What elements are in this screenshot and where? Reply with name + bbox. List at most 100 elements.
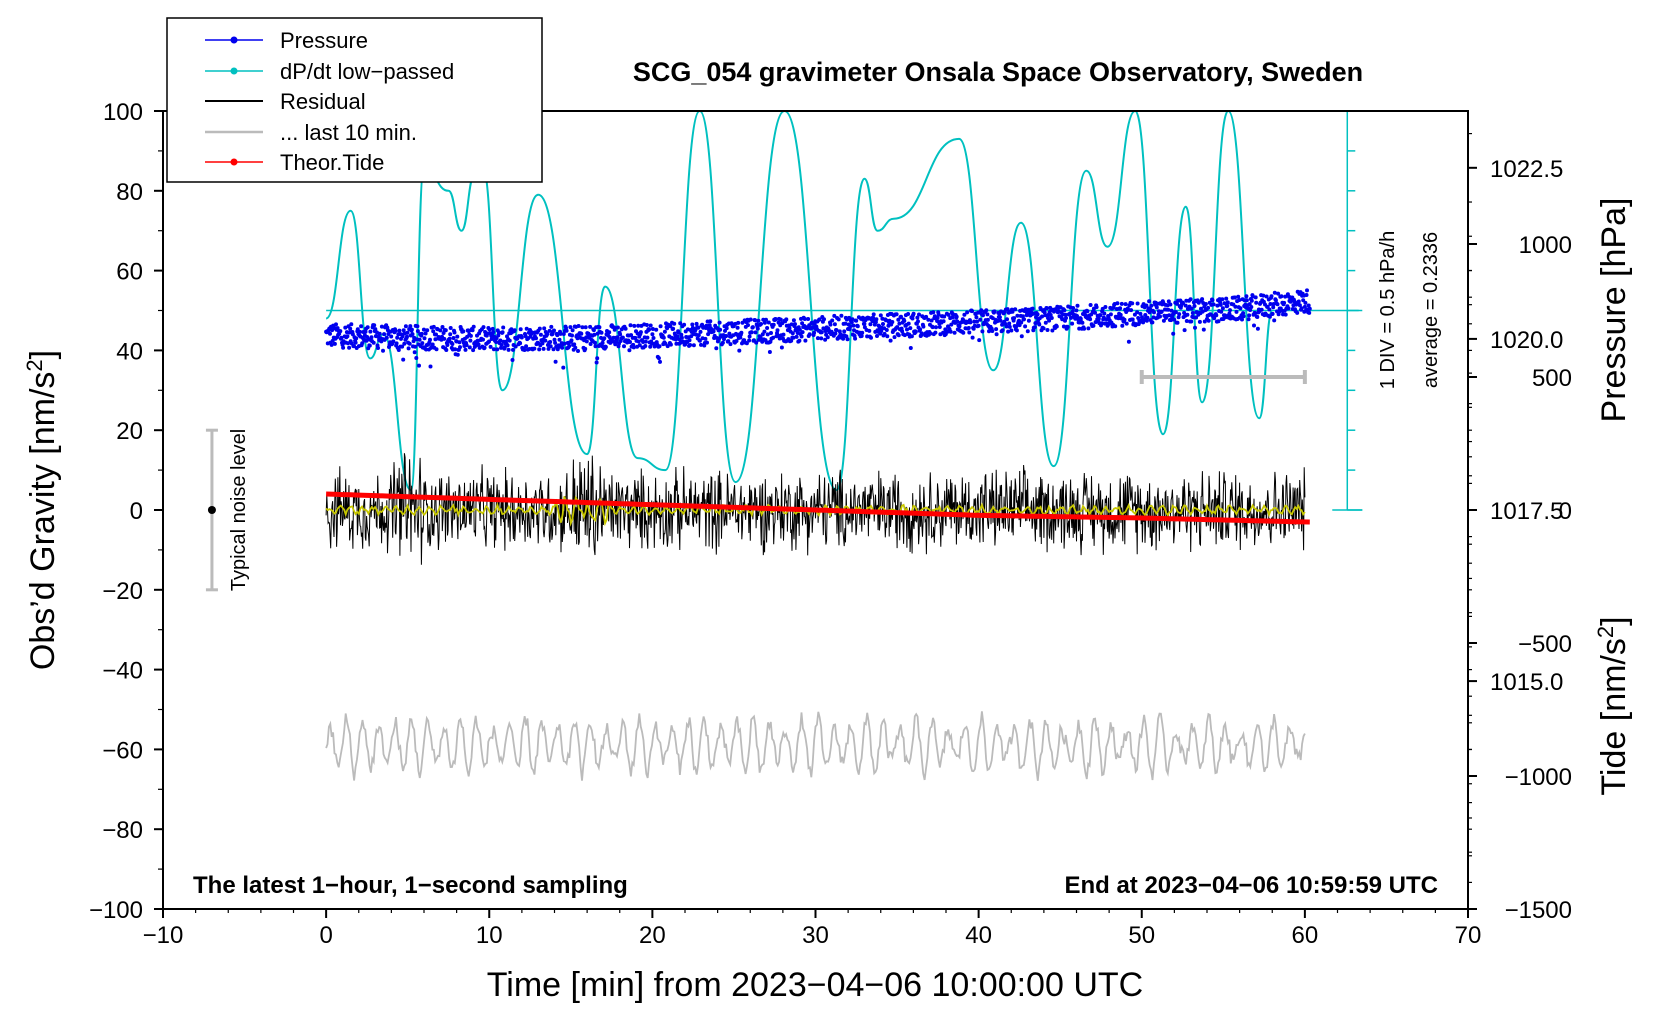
pressure-point xyxy=(1200,297,1205,302)
pressure-point xyxy=(1022,317,1026,322)
pressure-point xyxy=(971,326,976,331)
pressure-point xyxy=(1019,334,1024,339)
pressure-point xyxy=(506,347,511,352)
pressure-point xyxy=(961,330,966,335)
pressure-point xyxy=(1123,302,1128,307)
pressure-point xyxy=(972,319,977,324)
pressure-point xyxy=(885,334,890,339)
pressure-point xyxy=(1145,315,1150,320)
pressure-point xyxy=(978,317,983,322)
pressure-point xyxy=(421,327,426,332)
pressure-point xyxy=(1275,302,1280,307)
pressure-point xyxy=(1286,306,1291,311)
pressure-point xyxy=(771,335,776,340)
pressure-point xyxy=(1122,317,1127,322)
pressure-point xyxy=(1214,313,1219,318)
pressure-point xyxy=(746,323,750,328)
pressure-point xyxy=(954,314,959,319)
x-tick-label: −10 xyxy=(143,922,184,949)
x-tick-label: 60 xyxy=(1292,922,1319,949)
pressure-point xyxy=(490,326,495,331)
pressure-point xyxy=(637,343,642,348)
pressure-point xyxy=(415,329,420,334)
pressure-point xyxy=(697,338,702,343)
pressure-point xyxy=(706,332,711,337)
pressure-point xyxy=(1138,311,1143,316)
pressure-point xyxy=(648,344,653,349)
pressure-point xyxy=(970,309,975,314)
pressure-point xyxy=(560,345,565,350)
pressure-point xyxy=(962,312,967,317)
pressure-point xyxy=(839,313,844,318)
pressure-point xyxy=(1075,314,1079,318)
pressure-point xyxy=(442,336,447,341)
pressure-point xyxy=(994,332,999,337)
pressure-point xyxy=(668,324,673,329)
pressure-point xyxy=(438,328,443,333)
pressure-point xyxy=(353,340,358,345)
pressure-point xyxy=(1297,303,1302,308)
pressure-point xyxy=(1070,309,1075,314)
pressure-series xyxy=(324,288,1312,370)
pressure-point xyxy=(726,339,731,344)
pressure-point xyxy=(1075,303,1080,308)
pressure-point xyxy=(909,334,914,339)
pressure-point xyxy=(1192,304,1197,308)
pressure-point xyxy=(455,334,460,339)
pressure-point xyxy=(869,335,873,340)
pressure-point xyxy=(874,317,879,322)
pressure-point xyxy=(419,331,424,336)
pressure-point xyxy=(934,325,938,330)
pressure-point xyxy=(510,358,515,362)
pressure-point xyxy=(542,326,547,331)
pressure-point xyxy=(524,344,529,349)
pressure-point xyxy=(411,339,416,344)
pressure-point xyxy=(643,344,648,348)
pressure-point xyxy=(917,312,921,317)
pressure-point xyxy=(1228,308,1232,313)
pressure-point xyxy=(1048,313,1053,317)
pressure-point xyxy=(367,343,372,348)
pressure-point xyxy=(1152,310,1156,315)
pressure-point xyxy=(423,331,428,336)
pressure-point xyxy=(1303,300,1308,305)
pressure-point xyxy=(377,331,382,336)
pressure-point xyxy=(1237,298,1242,302)
pressure-point xyxy=(1159,309,1164,314)
pressure-point xyxy=(698,329,703,334)
y-tick-label: −60 xyxy=(102,737,143,764)
pressure-point xyxy=(396,348,401,352)
pressure-point xyxy=(948,329,953,334)
pressure-point xyxy=(1025,329,1030,334)
pressure-point xyxy=(415,324,420,329)
pressure-point xyxy=(799,334,804,339)
pressure-point xyxy=(950,315,955,320)
pressure-point xyxy=(850,317,855,322)
pressure-point xyxy=(1206,318,1211,323)
pressure-point xyxy=(879,329,884,333)
pressure-point xyxy=(448,332,453,337)
pressure-point xyxy=(405,330,410,335)
pressure-point xyxy=(919,331,924,336)
pressure-point xyxy=(1168,302,1173,307)
pressure-point xyxy=(553,359,558,364)
pressure-point xyxy=(1082,326,1087,331)
pressure-point xyxy=(417,363,421,368)
pressure-point xyxy=(705,340,709,345)
pressure-point xyxy=(1276,291,1281,296)
pressure-point xyxy=(1009,328,1014,333)
pressure-point xyxy=(576,349,580,353)
pressure-point xyxy=(519,335,524,340)
pressure-point xyxy=(420,341,425,346)
pressure-point xyxy=(1019,320,1024,325)
pressure-point xyxy=(832,322,837,327)
pressure-point xyxy=(1144,303,1149,308)
pressure-point xyxy=(627,348,632,353)
pressure-point xyxy=(744,341,749,346)
pressure-point xyxy=(762,329,767,334)
pressure-point xyxy=(522,348,527,352)
pressure-point xyxy=(908,326,913,331)
pressure-point xyxy=(354,336,359,341)
pressure-point xyxy=(704,323,709,328)
